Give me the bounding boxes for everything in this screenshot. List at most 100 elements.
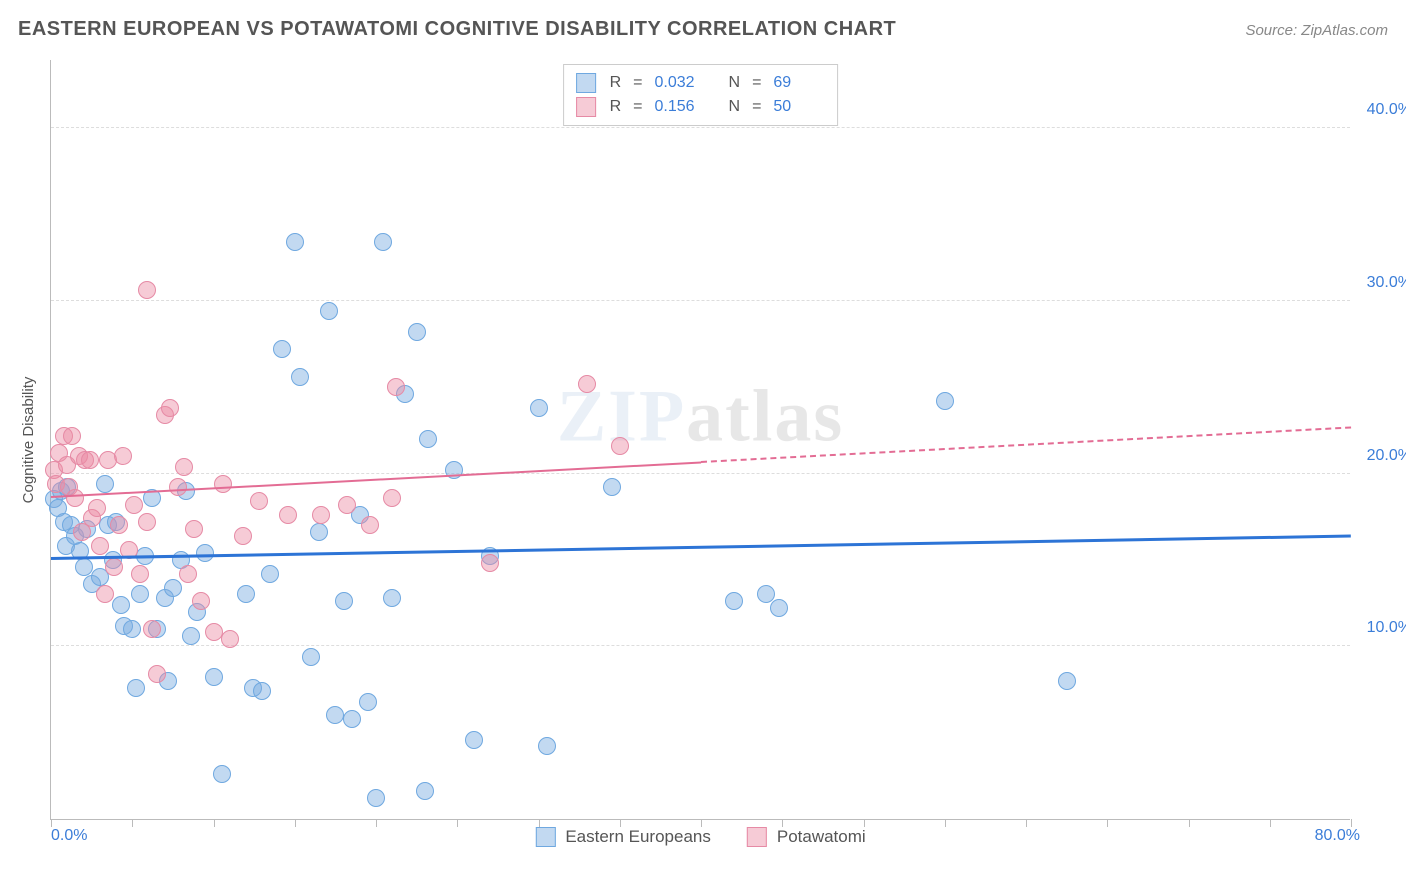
gridline	[51, 300, 1350, 301]
gridline	[51, 473, 1350, 474]
x-tick	[539, 819, 540, 827]
series-swatch-icon	[747, 827, 767, 847]
scatter-point	[338, 496, 356, 514]
scatter-point	[127, 679, 145, 697]
scatter-point	[611, 437, 629, 455]
x-tick	[132, 819, 133, 827]
scatter-point	[237, 585, 255, 603]
source-attribution: Source: ZipAtlas.com	[1245, 22, 1388, 39]
scatter-point	[250, 492, 268, 510]
gridline	[51, 127, 1350, 128]
scatter-point	[725, 592, 743, 610]
scatter-point	[310, 523, 328, 541]
stats-legend-row: R = 0.032 N = 69	[576, 71, 826, 95]
y-tick-label: 20.0%	[1367, 447, 1406, 465]
y-tick-label: 40.0%	[1367, 101, 1406, 119]
scatter-point	[148, 665, 166, 683]
scatter-point	[374, 233, 392, 251]
scatter-point	[131, 565, 149, 583]
x-tick	[376, 819, 377, 827]
scatter-point	[161, 399, 179, 417]
watermark-text: ZIPatlas	[557, 374, 844, 459]
scatter-point	[63, 427, 81, 445]
scatter-point	[770, 599, 788, 617]
scatter-point	[312, 506, 330, 524]
scatter-point	[408, 323, 426, 341]
scatter-point	[326, 706, 344, 724]
scatter-point	[416, 782, 434, 800]
scatter-point	[302, 648, 320, 666]
scatter-point	[234, 527, 252, 545]
scatter-point	[538, 737, 556, 755]
series-swatch-icon	[576, 73, 596, 93]
scatter-point	[114, 447, 132, 465]
scatter-plot-area: ZIPatlas R = 0.032 N = 69 R = 0.156 N = …	[50, 60, 1350, 820]
scatter-point	[286, 233, 304, 251]
scatter-point	[185, 520, 203, 538]
n-value: 69	[773, 74, 825, 92]
scatter-point	[383, 489, 401, 507]
scatter-point	[205, 668, 223, 686]
scatter-point	[125, 496, 143, 514]
x-tick	[214, 819, 215, 827]
scatter-point	[221, 630, 239, 648]
scatter-point	[320, 302, 338, 320]
scatter-point	[530, 399, 548, 417]
scatter-point	[291, 368, 309, 386]
scatter-point	[169, 478, 187, 496]
x-tick	[701, 819, 702, 827]
stats-legend-row: R = 0.156 N = 50	[576, 95, 826, 119]
scatter-point	[138, 281, 156, 299]
n-value: 50	[773, 98, 825, 116]
scatter-point	[213, 765, 231, 783]
scatter-point	[361, 516, 379, 534]
x-tick	[51, 819, 52, 827]
series-legend: Eastern Europeans Potawatomi	[535, 827, 865, 847]
scatter-point	[367, 789, 385, 807]
scatter-point	[383, 589, 401, 607]
scatter-point	[175, 458, 193, 476]
r-value: 0.032	[655, 74, 707, 92]
r-value: 0.156	[655, 98, 707, 116]
x-tick	[1351, 819, 1352, 827]
x-axis-max-label: 80.0%	[1315, 827, 1360, 845]
x-tick	[1270, 819, 1271, 827]
scatter-point	[91, 537, 109, 555]
scatter-point	[123, 620, 141, 638]
scatter-point	[164, 579, 182, 597]
x-tick	[620, 819, 621, 827]
scatter-point	[96, 475, 114, 493]
scatter-point	[253, 682, 271, 700]
scatter-point	[131, 585, 149, 603]
scatter-point	[88, 499, 106, 517]
scatter-point	[196, 544, 214, 562]
x-tick	[1026, 819, 1027, 827]
scatter-point	[273, 340, 291, 358]
scatter-point	[359, 693, 377, 711]
scatter-point	[110, 516, 128, 534]
scatter-point	[81, 451, 99, 469]
x-tick	[945, 819, 946, 827]
scatter-point	[138, 513, 156, 531]
scatter-point	[578, 375, 596, 393]
x-tick	[864, 819, 865, 827]
scatter-point	[261, 565, 279, 583]
y-axis-label: Cognitive Disability	[20, 377, 37, 504]
series-swatch-icon	[576, 97, 596, 117]
x-tick	[1107, 819, 1108, 827]
scatter-point	[1058, 672, 1076, 690]
scatter-point	[343, 710, 361, 728]
scatter-point	[603, 478, 621, 496]
legend-label: Potawatomi	[777, 827, 866, 847]
series-swatch-icon	[535, 827, 555, 847]
scatter-point	[279, 506, 297, 524]
scatter-point	[182, 627, 200, 645]
scatter-point	[112, 596, 130, 614]
scatter-point	[419, 430, 437, 448]
x-axis-origin-label: 0.0%	[51, 827, 87, 845]
y-tick-label: 10.0%	[1367, 619, 1406, 637]
gridline	[51, 645, 1350, 646]
scatter-point	[143, 620, 161, 638]
scatter-point	[75, 558, 93, 576]
x-tick	[782, 819, 783, 827]
